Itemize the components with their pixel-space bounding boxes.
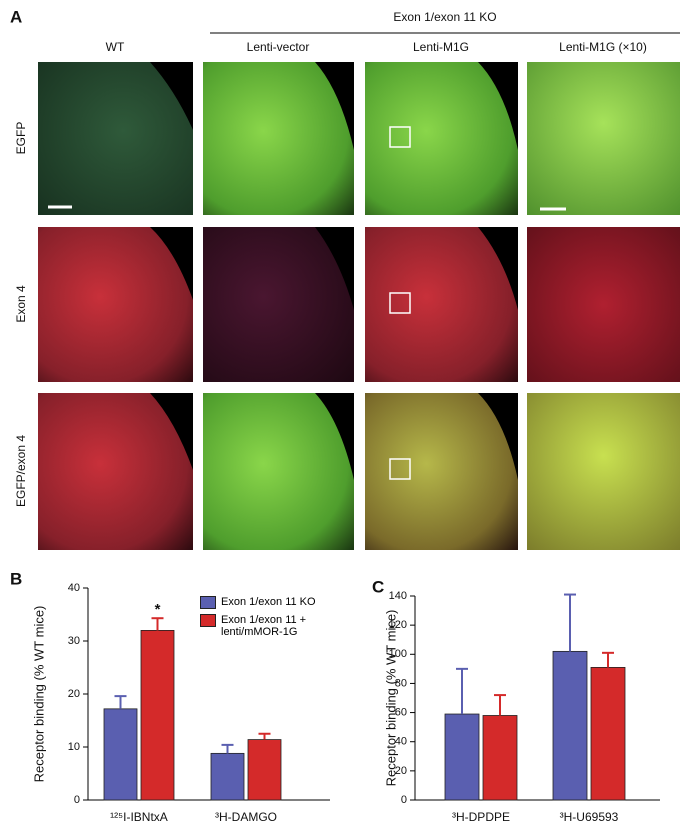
row-label: EGFP/exon 4	[14, 435, 28, 507]
significance-mark: *	[155, 601, 161, 618]
error-bar	[564, 593, 576, 652]
y-tick-label: 120	[389, 619, 407, 631]
panel-label: B	[10, 569, 22, 588]
legend-swatch	[200, 596, 216, 609]
bar	[552, 650, 588, 801]
row-label: Exon 4	[14, 285, 28, 323]
y-tick-label: 100	[389, 648, 407, 660]
error-bar	[258, 732, 271, 740]
y-tick-label: 10	[68, 741, 80, 753]
x-tick-label: ³H-DPDPE	[452, 810, 510, 824]
error-bar	[151, 617, 164, 631]
x-tick-label: ¹²⁵I-IBNtxA	[110, 810, 168, 824]
micrographs	[38, 62, 680, 550]
micrograph	[38, 393, 193, 550]
micrograph	[203, 227, 354, 382]
panel-label: A	[10, 7, 22, 26]
column-label: Lenti-vector	[247, 40, 310, 54]
y-tick-label: 60	[395, 706, 407, 718]
bar	[590, 667, 626, 801]
bar	[103, 708, 138, 801]
zoom-box	[389, 126, 411, 148]
y-tick-label: 80	[395, 677, 407, 689]
legend-item: Exon 1/exon 11 + lenti/mMOR-1G	[200, 614, 321, 638]
x-tick-label: ³H-DAMGO	[215, 810, 277, 824]
error-bar	[456, 667, 468, 715]
zoom-box	[389, 458, 411, 480]
column-label: Lenti-M1G (×10)	[559, 40, 647, 54]
micrograph	[38, 62, 193, 215]
zoom-box	[389, 292, 411, 314]
group-title: Exon 1/exon 11 KO	[393, 10, 496, 24]
x-tick-label: ³H-U69593	[560, 810, 619, 824]
y-tick-label: 40	[68, 582, 80, 594]
tissue-edge	[150, 62, 518, 480]
error-bar	[494, 694, 506, 716]
legend-label: Exon 1/exon 11 + lenti/mMOR-1G	[221, 614, 307, 638]
y-tick-label: 0	[74, 794, 80, 806]
y-tick-label: 20	[395, 765, 407, 777]
legend-label: Exon 1/exon 11 KO	[221, 596, 316, 608]
micrograph	[365, 393, 518, 550]
bar	[247, 739, 282, 801]
legend-swatch	[200, 614, 216, 627]
micrograph	[527, 62, 680, 215]
row-label: EGFP	[14, 122, 28, 155]
micrograph	[203, 62, 354, 215]
legend: Exon 1/exon 11 KO Exon 1/exon 11 + lenti/…	[200, 596, 321, 643]
panel-label: C	[372, 577, 384, 596]
legend-item: Exon 1/exon 11 KO	[200, 596, 321, 609]
column-label: WT	[106, 40, 125, 54]
error-bar	[114, 695, 127, 709]
bar	[210, 752, 245, 801]
micrograph	[527, 227, 680, 382]
y-axis-title: Receptor binding (% WT mice)	[31, 606, 46, 783]
micrograph	[38, 227, 193, 382]
error-bar	[602, 651, 614, 668]
bar	[140, 630, 175, 801]
micrograph	[527, 393, 680, 550]
error-bar	[221, 743, 234, 754]
y-tick-label: 40	[395, 736, 407, 748]
micrograph	[203, 393, 354, 550]
y-tick-label: 30	[68, 635, 80, 647]
bar	[482, 715, 518, 801]
bar	[444, 713, 480, 801]
y-tick-label: 140	[389, 590, 407, 602]
y-tick-label: 0	[401, 794, 407, 806]
column-label: Lenti-M1G	[413, 40, 469, 54]
y-axis-title: Receptor binding (% WT mice)	[383, 610, 398, 787]
y-tick-label: 20	[68, 688, 80, 700]
